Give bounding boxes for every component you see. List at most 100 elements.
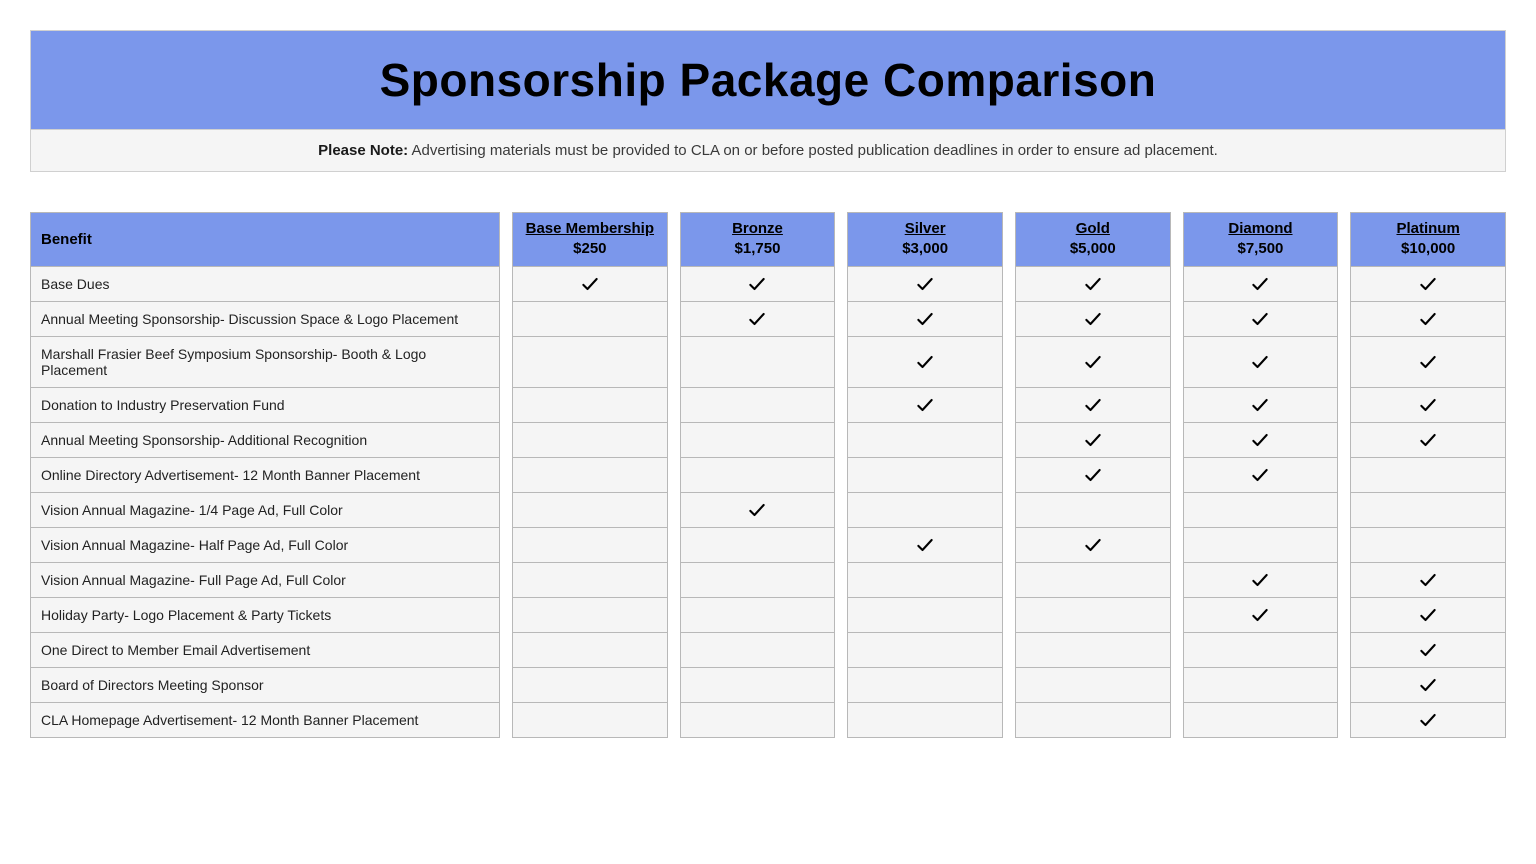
table-row: Annual Meeting Sponsorship- Additional R… xyxy=(30,423,1506,458)
page-title: Sponsorship Package Comparison xyxy=(41,53,1495,107)
column-gap xyxy=(1171,337,1183,388)
tier-cell xyxy=(680,703,836,738)
column-gap xyxy=(668,423,680,458)
column-gap xyxy=(1338,212,1350,267)
table-row: Annual Meeting Sponsorship- Discussion S… xyxy=(30,302,1506,337)
tier-name: Gold xyxy=(1022,219,1164,239)
column-gap xyxy=(835,563,847,598)
tier-price: $10,000 xyxy=(1357,239,1499,259)
tier-cell xyxy=(847,633,1003,668)
benefit-label: Annual Meeting Sponsorship- Additional R… xyxy=(30,423,500,458)
column-gap xyxy=(1171,458,1183,493)
tier-cell xyxy=(1183,668,1339,703)
column-gap xyxy=(500,528,512,563)
column-gap xyxy=(500,493,512,528)
column-gap xyxy=(1338,528,1350,563)
tier-cell xyxy=(1015,703,1171,738)
tier-cell xyxy=(847,563,1003,598)
column-gap xyxy=(1338,458,1350,493)
column-gap xyxy=(1171,668,1183,703)
column-gap xyxy=(835,458,847,493)
column-gap xyxy=(835,668,847,703)
column-gap xyxy=(1003,267,1015,302)
tier-cell xyxy=(1015,668,1171,703)
benefit-header: Benefit xyxy=(30,212,500,267)
tier-cell xyxy=(1350,598,1506,633)
tier-cell xyxy=(847,423,1003,458)
check-icon xyxy=(685,500,831,520)
tier-price: $1,750 xyxy=(687,239,829,259)
tier-cell xyxy=(680,337,836,388)
column-gap xyxy=(835,598,847,633)
tier-cell xyxy=(1350,563,1506,598)
column-gap xyxy=(500,563,512,598)
column-gap xyxy=(500,668,512,703)
tier-cell xyxy=(1015,267,1171,302)
tier-cell xyxy=(1015,633,1171,668)
column-gap xyxy=(668,668,680,703)
column-gap xyxy=(1171,563,1183,598)
column-gap xyxy=(668,493,680,528)
column-gap xyxy=(1171,633,1183,668)
tier-cell xyxy=(1183,267,1339,302)
check-icon xyxy=(1355,352,1501,372)
column-gap xyxy=(1338,633,1350,668)
tier-name: Bronze xyxy=(687,219,829,239)
column-gap xyxy=(835,337,847,388)
tier-cell xyxy=(512,302,668,337)
check-icon xyxy=(852,309,998,329)
tier-cell xyxy=(680,598,836,633)
note-text: Advertising materials must be provided t… xyxy=(408,142,1218,159)
table-row: Marshall Frasier Beef Symposium Sponsors… xyxy=(30,337,1506,388)
column-gap xyxy=(668,212,680,267)
column-gap xyxy=(1338,423,1350,458)
tier-cell xyxy=(847,528,1003,563)
column-gap xyxy=(500,337,512,388)
tier-cell xyxy=(847,267,1003,302)
column-gap xyxy=(500,267,512,302)
check-icon xyxy=(852,535,998,555)
column-gap xyxy=(1171,212,1183,267)
benefit-label: Vision Annual Magazine- Half Page Ad, Fu… xyxy=(30,528,500,563)
column-gap xyxy=(1338,302,1350,337)
column-gap xyxy=(668,388,680,423)
table-row: Holiday Party- Logo Placement & Party Ti… xyxy=(30,598,1506,633)
tier-cell xyxy=(1350,267,1506,302)
tier-cell xyxy=(512,267,668,302)
tier-cell xyxy=(1015,423,1171,458)
column-gap xyxy=(835,493,847,528)
check-icon xyxy=(1020,395,1166,415)
tier-cell xyxy=(1350,337,1506,388)
benefit-label: Holiday Party- Logo Placement & Party Ti… xyxy=(30,598,500,633)
tier-price: $5,000 xyxy=(1022,239,1164,259)
check-icon xyxy=(852,352,998,372)
tier-cell xyxy=(1015,563,1171,598)
column-gap xyxy=(500,633,512,668)
tier-header: Diamond$7,500 xyxy=(1183,212,1339,267)
column-gap xyxy=(835,388,847,423)
table-row: Online Directory Advertisement- 12 Month… xyxy=(30,458,1506,493)
check-icon xyxy=(1188,465,1334,485)
column-gap xyxy=(1338,668,1350,703)
column-gap xyxy=(1338,563,1350,598)
tier-cell xyxy=(847,388,1003,423)
column-gap xyxy=(1003,633,1015,668)
tier-cell xyxy=(1015,493,1171,528)
column-gap xyxy=(1003,337,1015,388)
column-gap xyxy=(835,212,847,267)
tier-cell xyxy=(1350,668,1506,703)
tier-header: Silver$3,000 xyxy=(847,212,1003,267)
column-gap xyxy=(1171,528,1183,563)
tier-price: $7,500 xyxy=(1190,239,1332,259)
column-gap xyxy=(668,703,680,738)
column-gap xyxy=(835,302,847,337)
column-gap xyxy=(1171,267,1183,302)
tier-cell xyxy=(847,302,1003,337)
tier-cell xyxy=(680,458,836,493)
tier-cell xyxy=(847,493,1003,528)
table-row: Vision Annual Magazine- Half Page Ad, Fu… xyxy=(30,528,1506,563)
comparison-table: BenefitBase Membership$250Bronze$1,750Si… xyxy=(30,212,1506,738)
tier-cell xyxy=(1015,598,1171,633)
tier-cell xyxy=(680,528,836,563)
check-icon xyxy=(1020,535,1166,555)
